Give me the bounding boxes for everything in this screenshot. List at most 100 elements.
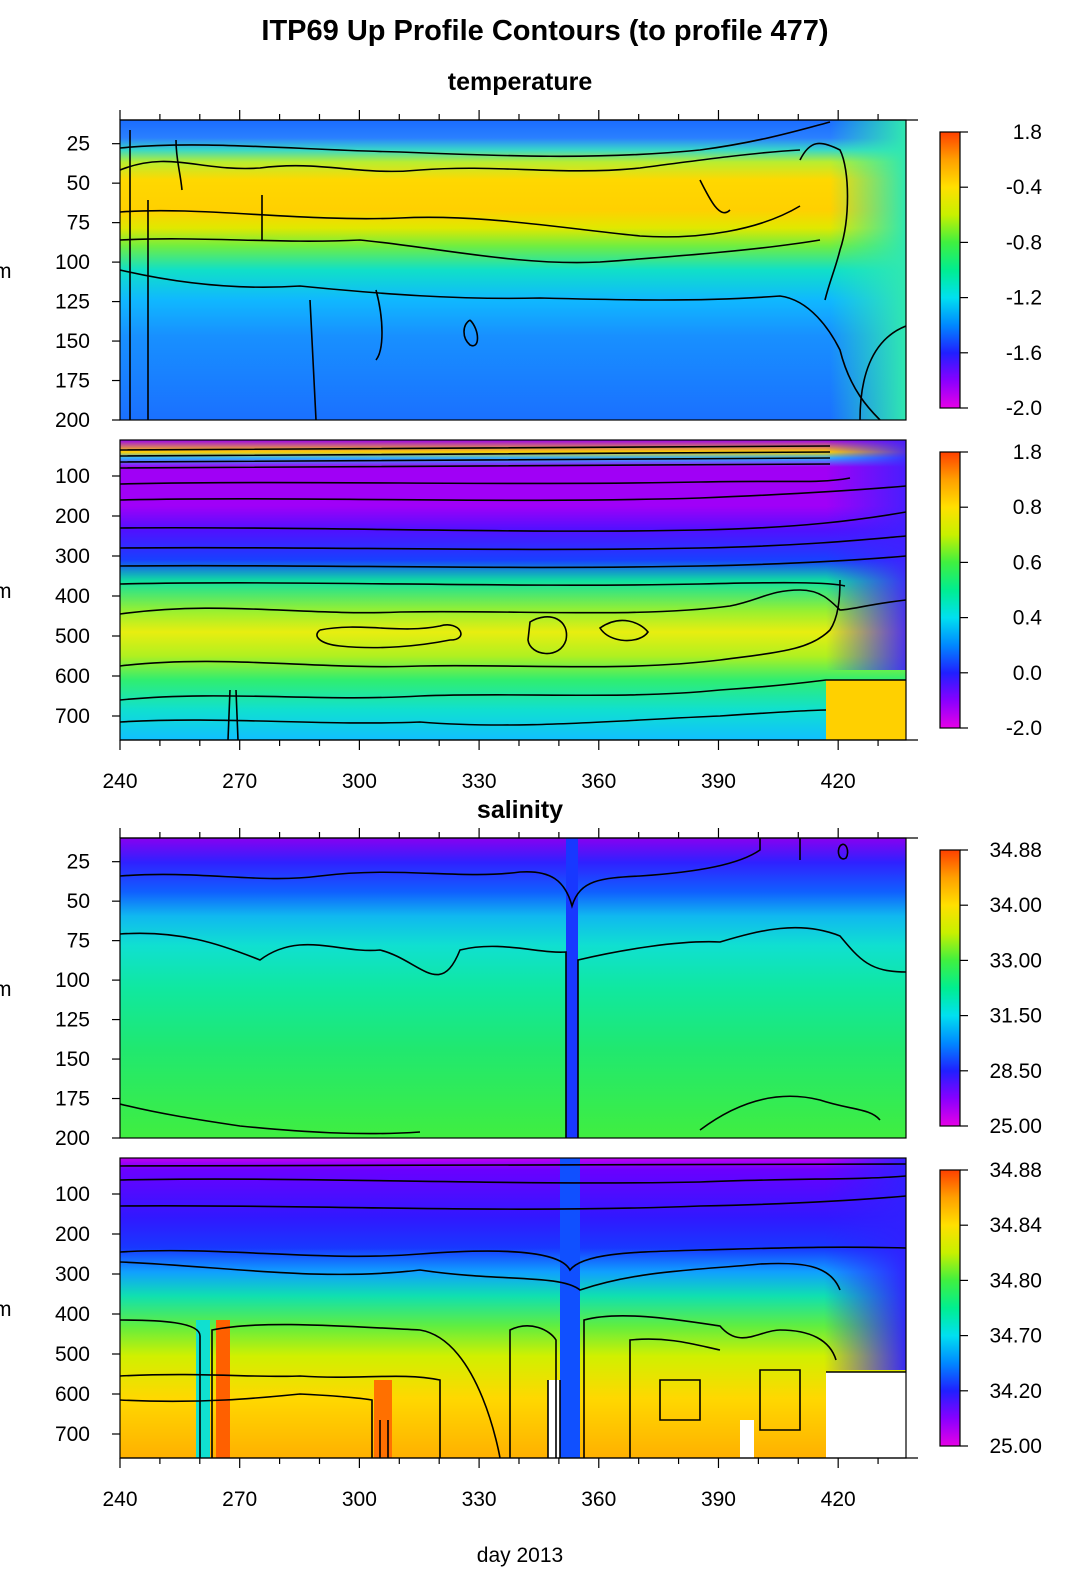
contour-lines [120,1163,906,1458]
heatmap-field [120,120,906,420]
heatmap-edge-shade [830,120,906,420]
colorbar-tick-label: -2.0 [1006,717,1042,740]
heatmap-cyan-patch [196,1320,210,1458]
y-tick-label: 175 [55,1088,90,1111]
x-axis-salinity: 240 270 300 330 360 390 420 [102,828,918,1511]
colorbar [939,1169,961,1447]
heatmap-edge-shade [826,440,906,670]
x-tick-label: 420 [821,770,856,793]
y-tick-label: 300 [55,545,90,568]
colorbar-tick-label: 34.88 [989,839,1042,862]
colorbar-tick-label: -0.8 [1006,231,1042,254]
colorbar-tick-label: 0.0 [1013,662,1042,685]
y-axis-label: m [0,978,12,1001]
heatmap-gap [548,1380,560,1458]
y-axis: 25 50 75 100 125 150 175 200 [55,133,120,432]
colorbar-tick-label: 34.88 [989,1159,1042,1182]
colorbar-tick-label: -1.6 [1006,342,1042,365]
colorbar [939,131,961,409]
heatmap-field [120,1158,906,1458]
x-tick-label: 330 [462,770,497,793]
y-tick-label: 100 [55,465,90,488]
y-tick-label: 75 [67,930,90,953]
colorbar-tick-label: 34.70 [989,1325,1042,1348]
y-axis-label: m [0,260,12,283]
y-tick-label: 700 [55,705,90,728]
colorbar-tick-label: 1.8 [1013,441,1042,464]
x-tick-label: 390 [701,1488,736,1511]
colorbar-tick-label: 25.00 [989,1435,1042,1458]
colorbar-tick-label: -0.4 [1006,176,1043,199]
x-tick-label: 390 [701,770,736,793]
y-tick-label: 175 [55,370,90,393]
y-tick-label: 300 [55,1263,90,1286]
x-axis-temperature: 240 270 300 330 360 390 420 [102,110,918,793]
colorbar-tick-label: 1.8 [1013,121,1042,144]
colorbar-tick-label: 34.84 [989,1214,1042,1237]
y-tick-label: 75 [67,212,90,235]
colorbar-tick-label: 33.00 [989,949,1042,972]
contour-lines [120,121,906,420]
temperature-upper-panel: 25 50 75 100 125 150 175 200 [55,119,907,432]
y-axis-label: m [0,1298,12,1321]
y-axis: 100 200 300 400 500 600 700 [55,465,120,728]
x-tick-label: 240 [102,770,137,793]
colorbar-tick-label: 34.80 [989,1269,1042,1292]
colorbar-tick-label: 34.20 [989,1380,1042,1403]
y-axis-labels: m m m m [0,260,12,1321]
heatmap-warm-patch [216,1320,230,1458]
colorbar-tick-label: 28.50 [989,1060,1042,1083]
salinity-upper-panel: 25 50 75 100 125 150 175 200 [55,837,907,1150]
y-tick-label: 125 [55,1009,90,1032]
colorbar [939,849,961,1127]
heatmap-edge-shade [824,1158,906,1370]
contour-lines [120,838,906,1138]
y-tick-label: 400 [55,585,90,608]
colorbar-tick-label: 0.6 [1013,551,1042,574]
y-tick-label: 600 [55,1383,90,1406]
colorbar-tick-label: -2.0 [1006,397,1042,420]
y-tick-label: 50 [67,172,90,195]
x-tick-label: 360 [581,1488,616,1511]
x-tick-label: 360 [581,770,616,793]
y-tick-label: 25 [67,133,90,156]
y-tick-label: 600 [55,665,90,688]
colorbar-tick-label: 31.50 [989,1005,1042,1028]
y-axis: 100 200 300 400 500 600 700 [55,1183,120,1446]
x-tick-label: 330 [462,1488,497,1511]
y-tick-label: 150 [55,1048,90,1071]
y-tick-label: 25 [67,851,90,874]
y-tick-label: 200 [55,1127,90,1150]
heatmap-edge-warm [826,680,906,740]
y-tick-label: 500 [55,1343,90,1366]
y-tick-label: 100 [55,251,90,274]
y-tick-label: 125 [55,291,90,314]
heatmap-gap [826,1372,906,1458]
colorbar-tick-label: -1.2 [1006,287,1042,310]
heatmap-cold-tongue [560,1158,580,1458]
colorbar-tick-label: 25.00 [989,1115,1042,1138]
x-tick-label: 240 [102,1488,137,1511]
y-axis: 25 50 75 100 125 150 175 200 [55,851,120,1150]
x-tick-label: 300 [342,1488,377,1511]
y-tick-label: 100 [55,969,90,992]
y-tick-label: 100 [55,1183,90,1206]
colorbar [939,451,961,729]
colorbar-tick-label: 0.8 [1013,496,1042,519]
y-axis-label: m [0,580,12,603]
y-tick-label: 200 [55,1223,90,1246]
section-title-salinity: salinity [477,796,563,824]
y-tick-label: 200 [55,409,90,432]
contour-lines [120,445,906,740]
x-tick-label: 420 [821,1488,856,1511]
colorbar-tick-label: 0.4 [1013,607,1043,630]
heatmap-field [120,440,906,740]
colorbars: 1.8 -0.4 -0.8 -1.2 -1.6 -2.0 1.8 0.8 0.6 0.4 0.0 -2… [939,121,1043,1458]
heatmap-cold-tongue [566,838,578,1138]
x-tick-label: 300 [342,770,377,793]
colorbar-tick-label: 34.00 [989,894,1042,917]
salinity-lower-panel: 100 200 300 400 500 600 700 [55,1157,907,1459]
x-axis-label: day 2013 [477,1544,563,1567]
y-tick-label: 50 [67,890,90,913]
